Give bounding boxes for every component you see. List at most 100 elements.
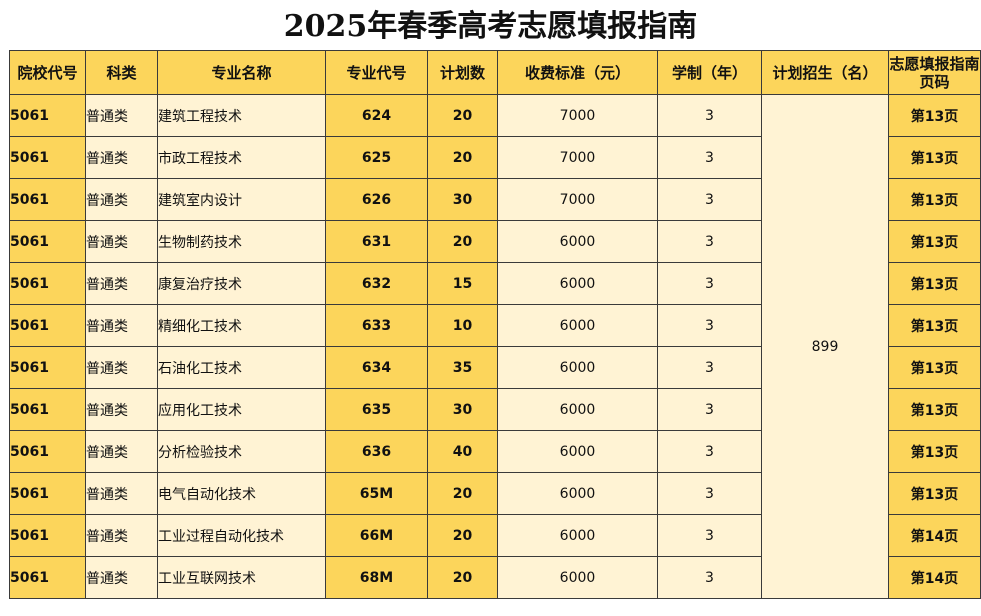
cell-fee: 6000: [497, 262, 658, 305]
cell-major-code: 625: [325, 136, 428, 179]
admission-plan-table: 院校代号 科类 专业名称 专业代号 计划数 收费标准（元） 学制（年） 计划招生…: [9, 50, 981, 599]
table-row: 5061 普通类 电气自动化技术 65M 20 6000 3 第13页: [9, 472, 981, 515]
cell-plan-count: 10: [427, 304, 498, 347]
cell-years: 3: [657, 94, 762, 137]
header-row: 院校代号 科类 专业名称 专业代号 计划数 收费标准（元） 学制（年） 计划招生…: [9, 50, 981, 95]
cell-fee: 6000: [497, 556, 658, 599]
cell-years: 3: [657, 514, 762, 557]
cell-fee: 7000: [497, 94, 658, 137]
header-category: 科类: [85, 50, 158, 95]
cell-fee: 6000: [497, 430, 658, 473]
cell-guide-page: 第13页: [888, 178, 981, 221]
cell-years: 3: [657, 556, 762, 599]
cell-category: 普通类: [85, 220, 158, 263]
cell-category: 普通类: [85, 514, 158, 557]
cell-major-code: 631: [325, 220, 428, 263]
cell-category: 普通类: [85, 94, 158, 137]
cell-school-code: 5061: [9, 304, 86, 347]
table-row: 5061 普通类 建筑工程技术 624 20 7000 3 899 第13页: [9, 94, 981, 599]
cell-fee: 6000: [497, 220, 658, 263]
cell-guide-page: 第13页: [888, 94, 981, 137]
cell-fee: 6000: [497, 304, 658, 347]
table-body: 5061 普通类 建筑工程技术 624 20 7000 3 899 第13页 5061 普通类 市政工…: [9, 94, 981, 599]
cell-plan-count: 20: [427, 220, 498, 263]
cell-years: 3: [657, 136, 762, 179]
cell-years: 3: [657, 178, 762, 221]
cell-school-code: 5061: [9, 472, 86, 515]
table-row: 5061 普通类 工业互联网技术 68M 20 6000 3 第14页: [9, 556, 981, 599]
cell-major-code: 633: [325, 304, 428, 347]
cell-major-code: 635: [325, 388, 428, 431]
table-header: 院校代号 科类 专业名称 专业代号 计划数 收费标准（元） 学制（年） 计划招生…: [9, 50, 981, 95]
cell-plan-count: 20: [427, 136, 498, 179]
cell-fee: 6000: [497, 472, 658, 515]
cell-major-name: 石油化工技术: [157, 346, 326, 389]
cell-guide-page: 第13页: [888, 262, 981, 305]
cell-fee: 6000: [497, 346, 658, 389]
cell-guide-page: 第14页: [888, 556, 981, 599]
cell-guide-page: 第13页: [888, 472, 981, 515]
cell-years: 3: [657, 430, 762, 473]
cell-guide-page: 第13页: [888, 388, 981, 431]
table-row: 5061 普通类 生物制药技术 631 20 6000 3 第13页: [9, 220, 981, 263]
cell-major-name: 分析检验技术: [157, 430, 326, 473]
cell-plan-count: 20: [427, 94, 498, 137]
table-row: 5061 普通类 石油化工技术 634 35 6000 3 第13页: [9, 346, 981, 389]
cell-school-code: 5061: [9, 430, 86, 473]
cell-years: 3: [657, 388, 762, 431]
cell-fee: 7000: [497, 136, 658, 179]
cell-years: 3: [657, 346, 762, 389]
header-plan-total: 计划招生（名）: [761, 50, 889, 95]
header-major-name: 专业名称: [157, 50, 326, 95]
header-fee: 收费标准（元）: [497, 50, 658, 95]
cell-guide-page: 第13页: [888, 136, 981, 179]
cell-category: 普通类: [85, 346, 158, 389]
cell-fee: 7000: [497, 178, 658, 221]
cell-plan-count: 30: [427, 178, 498, 221]
cell-guide-page: 第13页: [888, 304, 981, 347]
cell-school-code: 5061: [9, 556, 86, 599]
cell-plan-total: 899: [761, 94, 889, 599]
cell-guide-page: 第13页: [888, 430, 981, 473]
cell-major-name: 生物制药技术: [157, 220, 326, 263]
header-school-code: 院校代号: [9, 50, 86, 95]
cell-category: 普通类: [85, 430, 158, 473]
header-major-code: 专业代号: [325, 50, 428, 95]
cell-years: 3: [657, 220, 762, 263]
table-row: 5061 普通类 康复治疗技术 632 15 6000 3 第13页: [9, 262, 981, 305]
cell-major-code: 65M: [325, 472, 428, 515]
table-row: 5061 普通类 工业过程自动化技术 66M 20 6000 3 第14页: [9, 514, 981, 557]
cell-major-name: 康复治疗技术: [157, 262, 326, 305]
cell-plan-count: 30: [427, 388, 498, 431]
cell-years: 3: [657, 262, 762, 305]
cell-years: 3: [657, 304, 762, 347]
cell-major-code: 634: [325, 346, 428, 389]
cell-guide-page: 第14页: [888, 514, 981, 557]
cell-major-name: 精细化工技术: [157, 304, 326, 347]
cell-category: 普通类: [85, 304, 158, 347]
cell-school-code: 5061: [9, 220, 86, 263]
cell-plan-count: 20: [427, 556, 498, 599]
table-row: 5061 普通类 市政工程技术 625 20 7000 3 第13页: [9, 136, 981, 179]
cell-major-name: 建筑工程技术: [157, 94, 326, 137]
cell-category: 普通类: [85, 136, 158, 179]
cell-major-code: 66M: [325, 514, 428, 557]
cell-fee: 6000: [497, 514, 658, 557]
table-row: 5061 普通类 分析检验技术 636 40 6000 3 第13页: [9, 430, 981, 473]
cell-major-name: 应用化工技术: [157, 388, 326, 431]
cell-category: 普通类: [85, 556, 158, 599]
cell-plan-count: 40: [427, 430, 498, 473]
cell-school-code: 5061: [9, 262, 86, 305]
cell-major-code: 626: [325, 178, 428, 221]
table-row: 5061 普通类 应用化工技术 635 30 6000 3 第13页: [9, 388, 981, 431]
header-years: 学制（年）: [657, 50, 762, 95]
cell-major-code: 632: [325, 262, 428, 305]
cell-fee: 6000: [497, 388, 658, 431]
cell-major-name: 工业互联网技术: [157, 556, 326, 599]
cell-plan-count: 20: [427, 514, 498, 557]
cell-school-code: 5061: [9, 136, 86, 179]
cell-plan-count: 35: [427, 346, 498, 389]
cell-category: 普通类: [85, 262, 158, 305]
page-title: 2025年春季高考志愿填报指南: [283, 9, 698, 44]
cell-category: 普通类: [85, 472, 158, 515]
